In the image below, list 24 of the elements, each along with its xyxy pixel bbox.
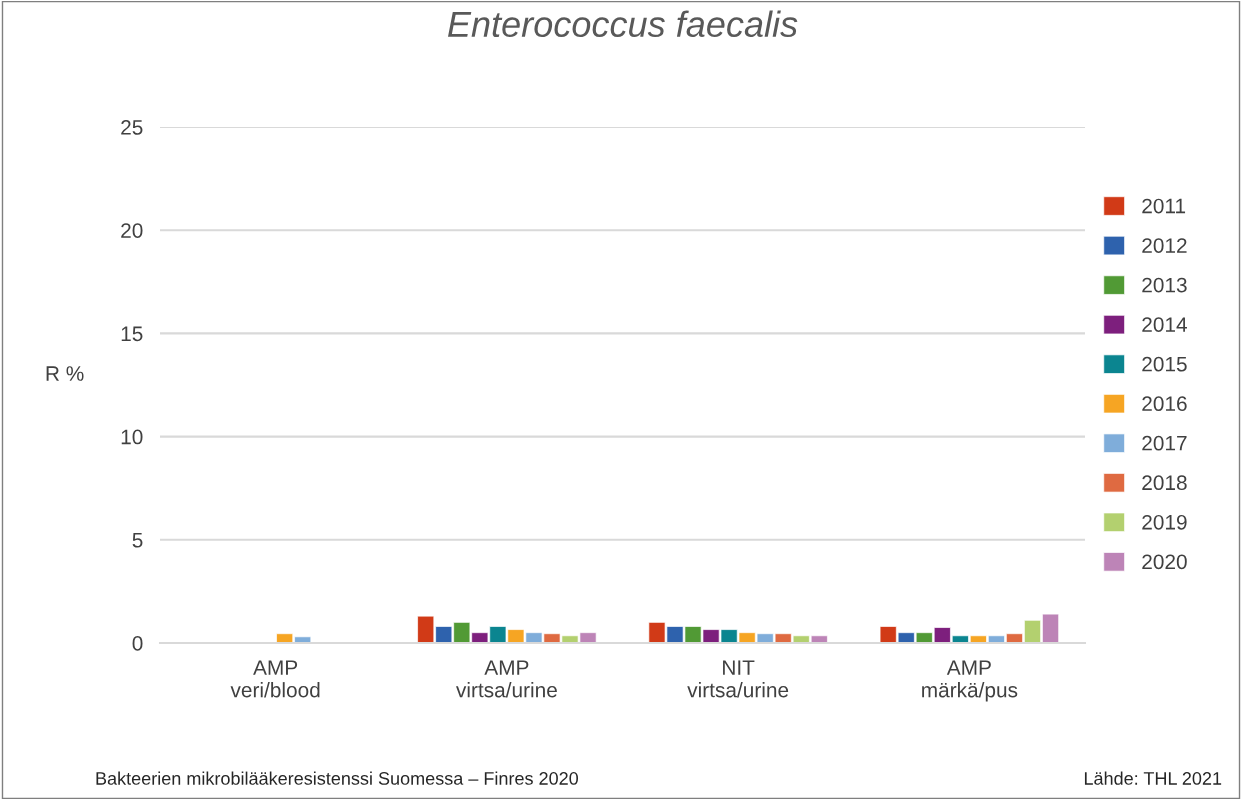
y-tick-label: 15 xyxy=(121,326,143,342)
legend-label: 2011 xyxy=(1142,198,1186,214)
legend-label: 2014 xyxy=(1142,317,1187,332)
y-tick-label: 25 xyxy=(121,120,143,135)
legend-label: 2017 xyxy=(1142,435,1187,451)
x-tick-label: AMP virtsa/urine xyxy=(456,660,557,698)
legend-label: 2020 xyxy=(1142,554,1187,570)
text: Bakteerien mikrobilääkeresistenssi Suomessa – Finres 2020 xyxy=(96,771,579,785)
text: Lähde: THL 2021 xyxy=(1084,771,1222,785)
legend-label: 2013 xyxy=(1142,277,1187,293)
x-tick-label: AMP märkä/pus xyxy=(922,660,1018,702)
legend-label: 2012 xyxy=(1142,238,1187,253)
legend-label: 2019 xyxy=(1142,514,1187,530)
y-tick-label: 0 xyxy=(132,636,143,651)
legend-label: 2016 xyxy=(1142,396,1187,412)
x-tick-label: NIT virtsa/urine xyxy=(687,660,789,698)
legend-label: 2015 xyxy=(1142,356,1187,372)
y-tick-label: 5 xyxy=(132,533,143,548)
y-tick-label: 10 xyxy=(121,429,143,445)
y-tick-label: 20 xyxy=(121,223,143,238)
y-axis-title: R % xyxy=(46,366,84,381)
chart-title: Enterococcus faecalis xyxy=(447,10,798,38)
legend-label: 2018 xyxy=(1142,475,1187,491)
x-tick-label: AMP veri/blood xyxy=(230,660,320,698)
